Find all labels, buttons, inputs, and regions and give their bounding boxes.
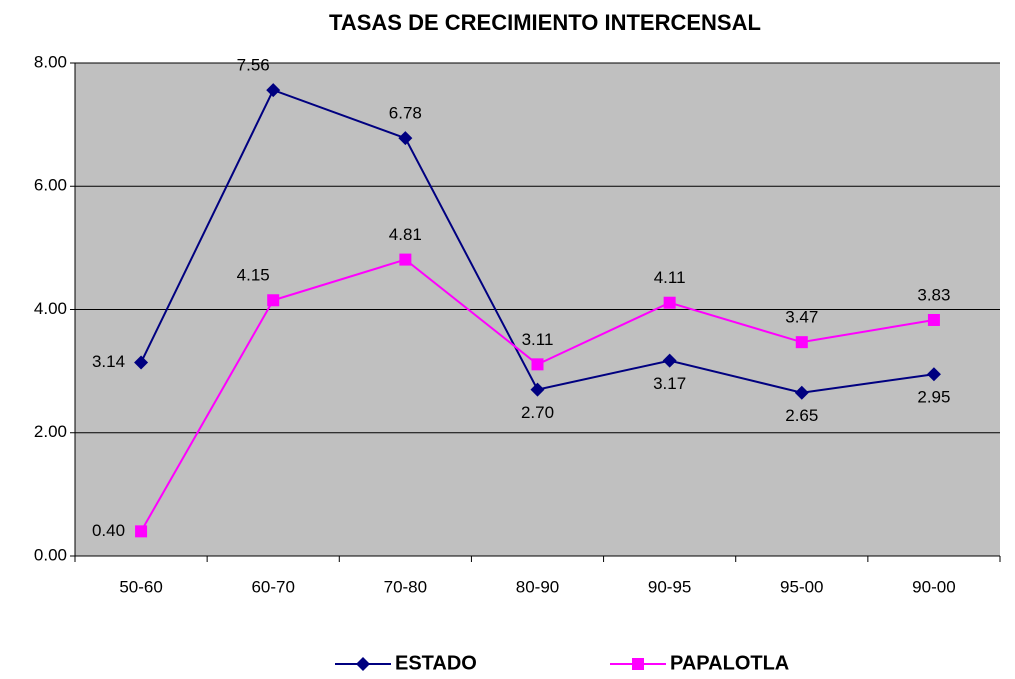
- data-point: [663, 296, 676, 309]
- y-tick-label: 6.00: [34, 176, 67, 195]
- chart-title: TASAS DE CRECIMIENTO INTERCENSAL: [329, 10, 761, 35]
- y-tick-label: 2.00: [34, 422, 67, 441]
- x-tick-label: 90-95: [648, 577, 691, 596]
- data-point: [926, 367, 941, 382]
- data-label: 3.14: [92, 352, 125, 371]
- data-point: [134, 355, 149, 370]
- y-tick-label: 8.00: [34, 52, 67, 71]
- x-tick-label: 95-00: [780, 577, 823, 596]
- x-tick-label: 80-90: [516, 577, 559, 596]
- data-label: 4.81: [389, 225, 422, 244]
- data-point: [398, 131, 413, 146]
- data-label: 6.78: [389, 104, 422, 123]
- data-label: 3.11: [522, 330, 554, 349]
- data-point: [399, 253, 412, 266]
- data-label: 2.65: [785, 406, 818, 425]
- y-tick-label: 0.00: [34, 545, 67, 564]
- data-label: 4.11: [654, 268, 686, 287]
- legend-label: ESTADO: [395, 652, 477, 674]
- data-point: [266, 83, 281, 98]
- y-tick-label: 4.00: [34, 299, 67, 318]
- x-tick-label: 50-60: [119, 577, 162, 596]
- legend-marker: [632, 658, 644, 670]
- data-label: 0.40: [92, 521, 125, 540]
- data-label: 2.70: [521, 403, 554, 422]
- data-label: 2.95: [917, 388, 950, 407]
- data-label: 4.15: [237, 266, 270, 285]
- data-point: [135, 525, 148, 538]
- data-point: [662, 353, 677, 368]
- data-point: [795, 336, 808, 349]
- data-point: [794, 385, 809, 400]
- data-label: 3.83: [917, 285, 950, 304]
- legend-marker: [356, 657, 370, 671]
- data-point: [927, 313, 940, 326]
- legend-label: PAPALOTLA: [670, 652, 789, 674]
- x-tick-label: 60-70: [251, 577, 294, 596]
- x-tick-label: 90-00: [912, 577, 955, 596]
- data-label: 3.47: [785, 308, 818, 327]
- data-point: [267, 294, 280, 307]
- data-point: [530, 382, 545, 397]
- x-tick-label: 70-80: [384, 577, 427, 596]
- data-point: [531, 358, 544, 371]
- data-label: 7.56: [237, 56, 270, 75]
- data-label: 3.17: [653, 374, 686, 393]
